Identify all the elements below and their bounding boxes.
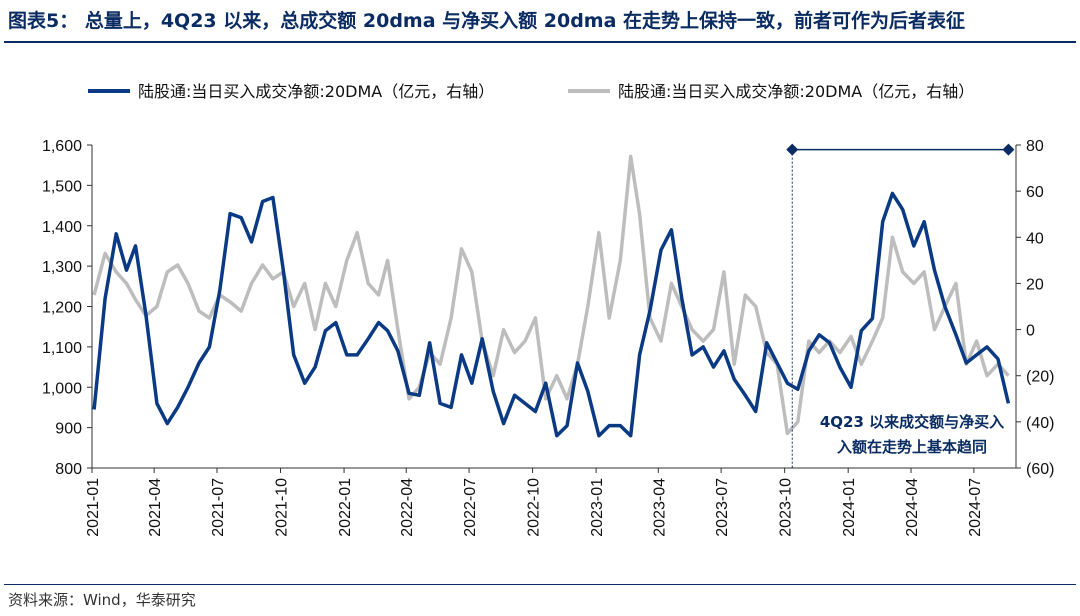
x-tick-label: 2024-04 [904, 478, 921, 537]
annotation-diamond-marker [1002, 143, 1015, 156]
y-left-tick-label: 1,300 [42, 259, 82, 276]
y-right-tick-label: (60) [1026, 461, 1054, 478]
y-left-tick-label: 900 [55, 421, 82, 438]
source-note: 资料来源：Wind，华泰研究 [8, 591, 196, 609]
x-tick-label: 2022-07 [462, 478, 479, 537]
y-right-tick-label: 80 [1026, 138, 1044, 155]
y-left-tick-label: 1,100 [42, 340, 82, 357]
y-left-tick-label: 1,200 [42, 300, 82, 317]
x-tick-label: 2022-01 [337, 478, 354, 537]
source-rule [4, 584, 1076, 585]
y-left-tick-label: 1,500 [42, 178, 82, 195]
legend-label-2: 陆股通:当日买入成交净额:20DMA（亿元，右轴） [618, 82, 974, 101]
y-right-tick-label: 20 [1026, 276, 1044, 293]
x-tick-label: 2024-07 [967, 478, 984, 537]
x-tick-label: 2022-10 [526, 478, 543, 537]
y-left-tick-label: 1,000 [42, 380, 82, 397]
y-right-tick-label: (40) [1026, 415, 1054, 432]
annotation-text-line1: 4Q23 以来成交额与净买入 [820, 413, 1004, 431]
y-left-tick-label: 1,600 [42, 138, 82, 155]
legend-label-1: 陆股通:当日买入成交净额:20DMA（亿元，右轴） [138, 82, 494, 101]
line-chart: 8009001,0001,1001,2001,3001,4001,5001,60… [42, 82, 1055, 537]
x-tick-label: 2022-04 [399, 478, 416, 537]
x-tick-label: 2021-10 [274, 478, 291, 537]
x-tick-label: 2021-01 [85, 478, 102, 537]
series-turnover-line [92, 191, 1011, 438]
x-tick-label: 2023-10 [778, 478, 795, 537]
x-tick-label: 2023-01 [589, 478, 606, 537]
y-left-tick-label: 1,400 [42, 219, 82, 236]
figure-title: 图表5： 总量上，4Q23 以来，总成交额 20dma 与净买入额 20dma … [8, 10, 966, 32]
x-tick-label: 2023-07 [714, 478, 731, 537]
x-tick-label: 2021-07 [210, 478, 227, 537]
y-left-tick-label: 800 [55, 461, 82, 478]
y-right-tick-label: (20) [1026, 369, 1054, 386]
y-right-tick-label: 60 [1026, 184, 1044, 201]
series-net-buy-line [92, 154, 1010, 436]
x-tick-label: 2024-01 [841, 478, 858, 537]
annotation-text-line2: 入额在走势上基本趋同 [837, 438, 987, 456]
y-right-tick-label: 0 [1026, 323, 1035, 340]
x-tick-label: 2021-04 [147, 478, 164, 537]
y-right-tick-label: 40 [1026, 230, 1044, 247]
x-tick-label: 2023-04 [651, 478, 668, 537]
annotation-diamond-marker [786, 143, 799, 156]
title-rule [4, 41, 1076, 43]
